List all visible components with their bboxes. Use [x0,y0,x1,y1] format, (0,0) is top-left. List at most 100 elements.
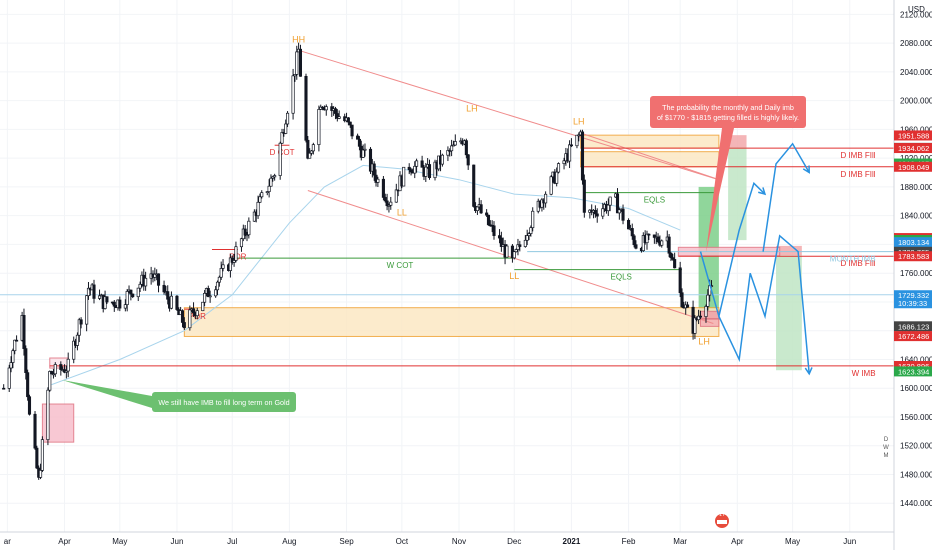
candle-body [420,160,424,168]
candle-body [75,334,79,346]
price-tick-label: 1880.000 [900,183,932,192]
channel-line [307,190,714,324]
candle [24,345,28,380]
candle-body [85,295,89,325]
candle [295,45,299,80]
level-label: EQLS [644,196,665,205]
candle-body [153,273,157,278]
candlesticks [2,42,714,480]
candle [59,361,63,376]
candle-body [182,322,186,329]
candle [527,232,531,241]
candle [427,159,432,180]
candle-body [252,211,256,222]
candle-body [46,389,50,441]
candle-body [402,166,406,187]
candle [232,253,236,267]
candle-body [363,148,367,151]
price-tag-countdown: 10:39:33 [898,299,927,308]
projection-arrowhead [758,187,767,196]
price-tag-label: 1672.486 [898,332,929,341]
candle [2,384,6,390]
candle-body [368,148,373,172]
logo-stripe [717,520,727,524]
candle-body [243,228,247,236]
position-zone [776,245,802,256]
candle [531,207,535,232]
price-tag [894,251,932,262]
candle-body [317,109,321,145]
price-tag-label: 1623.394 [898,367,929,376]
candle-body [415,160,419,167]
candle-body [582,179,586,213]
candle [7,364,11,393]
candle-body [118,299,122,309]
candle [346,117,350,126]
candle-body [647,233,651,236]
candle-body [221,264,225,269]
price-tick-label: 2120.000 [900,10,932,19]
candle [402,166,406,187]
timeframe-marker: W [883,445,889,451]
level-label: EQLS [611,273,632,282]
candle [85,295,89,332]
time-tick-label: Apr [731,537,744,546]
candle-body [131,293,135,298]
candle-body [529,227,533,234]
candle-body [245,234,249,237]
candle [678,261,682,298]
candle [33,411,37,450]
imbalance-zone [49,357,69,369]
level-label: W COT [387,261,414,270]
candle [219,261,223,280]
callout-pointer [706,128,734,252]
candle-body [335,113,339,119]
candle [540,197,544,212]
price-tick-label: 2080.000 [900,39,932,48]
candle [472,164,476,208]
candle-body [615,193,620,214]
candle-body [381,178,385,198]
price-tick-label: 1600.000 [900,384,932,393]
candle [105,296,109,305]
swing-label: HH [292,34,305,44]
candle-body [606,204,610,212]
candle-body [324,106,328,111]
candle [269,174,273,187]
candle [608,196,612,212]
time-tick-label: May [112,537,127,546]
candle-body [413,165,417,174]
candle-body [660,240,664,246]
candle-body [267,185,271,192]
candle-body [35,447,39,469]
level-label: POR [229,252,247,261]
candle-body [512,251,516,259]
candle [667,234,671,258]
candle-body [308,152,312,159]
candle [75,332,79,351]
candle [92,279,96,304]
candle-body [569,144,573,147]
candle [652,234,656,244]
candle [291,68,295,120]
candle [35,445,39,470]
price-tag-label: 1908.049 [898,163,929,172]
candle-body [59,364,63,370]
swing-label: LH [698,336,710,346]
candle [518,240,522,252]
candle-body [580,131,585,181]
candle [245,231,249,242]
candle [693,315,697,340]
candle [180,309,185,328]
candle [79,317,83,329]
candle [26,369,30,401]
candle-body [376,178,380,183]
candle [278,141,282,180]
candle-body [634,244,638,249]
candle [129,289,133,301]
candle [97,289,102,301]
candle [284,119,288,135]
candle-body [356,135,360,140]
candle [203,290,207,307]
